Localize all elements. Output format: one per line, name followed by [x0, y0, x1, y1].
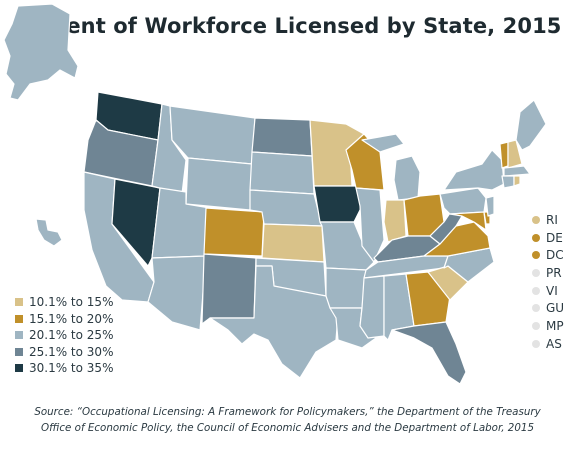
state-PA: [439, 187, 487, 215]
territory-label: VI: [546, 283, 558, 298]
source-line-1: Source: “Occupational Licensing: A Frame…: [34, 406, 541, 418]
state-AR: [325, 267, 367, 309]
state-HI: [35, 218, 63, 247]
state-NH: [507, 139, 523, 169]
territory-item: DC: [532, 246, 564, 264]
state-FL: [391, 321, 467, 385]
legend-swatch: [15, 331, 23, 340]
territory-dot: [532, 321, 540, 330]
legend-swatch: [15, 314, 23, 323]
territory-item: VI: [532, 282, 564, 300]
territory-dot: [532, 286, 540, 295]
state-AK: [3, 3, 79, 101]
territory-item: DE: [532, 229, 564, 247]
map-title: Percent of Workforce Licensed by State, …: [13, 14, 562, 38]
territory-dot: [532, 233, 540, 242]
state-VT: [499, 141, 509, 169]
territory-label: MP: [546, 318, 564, 333]
state-NM: [201, 253, 257, 325]
territory-item: RI: [532, 211, 564, 229]
legend-item: 10.1% to 15%: [15, 294, 113, 311]
state-MD: [449, 211, 487, 231]
state-NY: [443, 149, 505, 191]
territory-label: PR: [546, 265, 562, 280]
legend-label: 20.1% to 25%: [29, 328, 114, 343]
territory-label: RI: [546, 212, 558, 227]
territory-label: AS: [546, 336, 562, 351]
legend-label: 15.1% to 20%: [29, 311, 114, 326]
state-MO: [319, 221, 375, 271]
state-ME: [515, 99, 547, 151]
legend-item: 20.1% to 25%: [15, 327, 113, 344]
territory-item: MP: [532, 317, 564, 335]
source-note: Source: “Occupational Licensing: A Frame…: [0, 404, 575, 436]
state-IL: [355, 187, 385, 263]
territory-item: AS: [532, 335, 564, 353]
territory-dot: [532, 304, 540, 313]
state-NJ: [485, 195, 495, 217]
legend-swatch: [15, 298, 23, 307]
legend-label: 25.1% to 30%: [29, 344, 114, 359]
state-CT: [501, 175, 515, 189]
legend-swatch: [15, 364, 23, 373]
state-TX: [209, 265, 339, 379]
state-WY: [185, 157, 253, 211]
territory-item: GU: [532, 299, 564, 317]
legend-item: 30.1% to 35%: [15, 360, 113, 377]
state-IN: [383, 199, 407, 243]
territory-label: DC: [546, 248, 564, 263]
territory-label: GU: [546, 301, 565, 316]
state-IA: [313, 185, 363, 223]
legend: 10.1% to 15% 15.1% to 20% 20.1% to 25% 2…: [15, 294, 113, 377]
state-KS: [261, 223, 325, 263]
legend-label: 10.1% to 15%: [29, 295, 114, 310]
state-ND: [251, 117, 313, 157]
state-MA: [503, 165, 531, 177]
legend-item: 15.1% to 20%: [15, 311, 113, 328]
state-CO: [203, 207, 265, 257]
state-SD: [249, 151, 315, 195]
state-RI: [513, 175, 521, 187]
state-MS: [359, 275, 385, 339]
source-line-2: Office of Economic Policy, the Council o…: [40, 422, 535, 434]
territory-dot: [532, 215, 540, 224]
territory-dot: [532, 251, 540, 260]
territory-item: PR: [532, 264, 564, 282]
legend-label: 30.1% to 35%: [29, 361, 114, 376]
state-AZ: [147, 255, 207, 331]
territory-dot: [532, 339, 540, 348]
territory-label: DE: [546, 230, 563, 245]
territory-legend: RI DE DC PR VI GU MP AS: [532, 211, 564, 353]
legend-swatch: [15, 347, 23, 356]
legend-item: 25.1% to 30%: [15, 344, 113, 361]
territory-dot: [532, 268, 540, 277]
